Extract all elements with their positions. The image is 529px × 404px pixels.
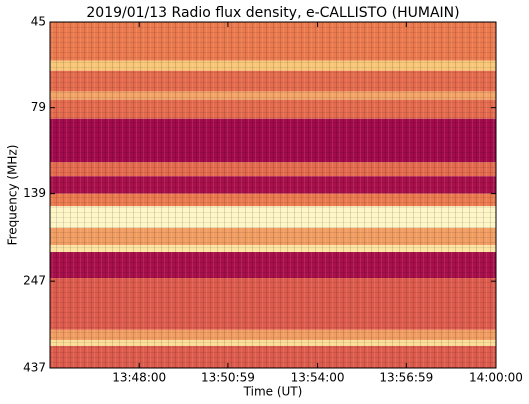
y-axis-label: Frequency (MHz) [6,145,20,246]
x-tick-label: 13:50:59 [201,371,255,385]
chart-title: 2019/01/13 Radio flux density, e-CALLIST… [86,5,459,21]
x-tick-label: 13:54:00 [291,371,345,385]
x-axis-label: Time (UT) [243,385,303,399]
axes-frame [49,21,497,369]
x-tick-label: 13:48:00 [112,371,166,385]
y-tick-label: 247 [23,274,46,288]
x-tick-label: 13:56:59 [379,371,433,385]
y-tick-label: 45 [31,15,46,29]
y-tick-label: 437 [23,361,46,375]
y-tick-label: 139 [23,186,46,200]
axes: 45 79 139 247 437 13:48:00 13:50:59 13:54:00 13:… [23,15,523,385]
y-tick-label: 79 [31,100,46,114]
x-tick-label: 14:00:00 [469,371,523,385]
texture [50,22,496,368]
